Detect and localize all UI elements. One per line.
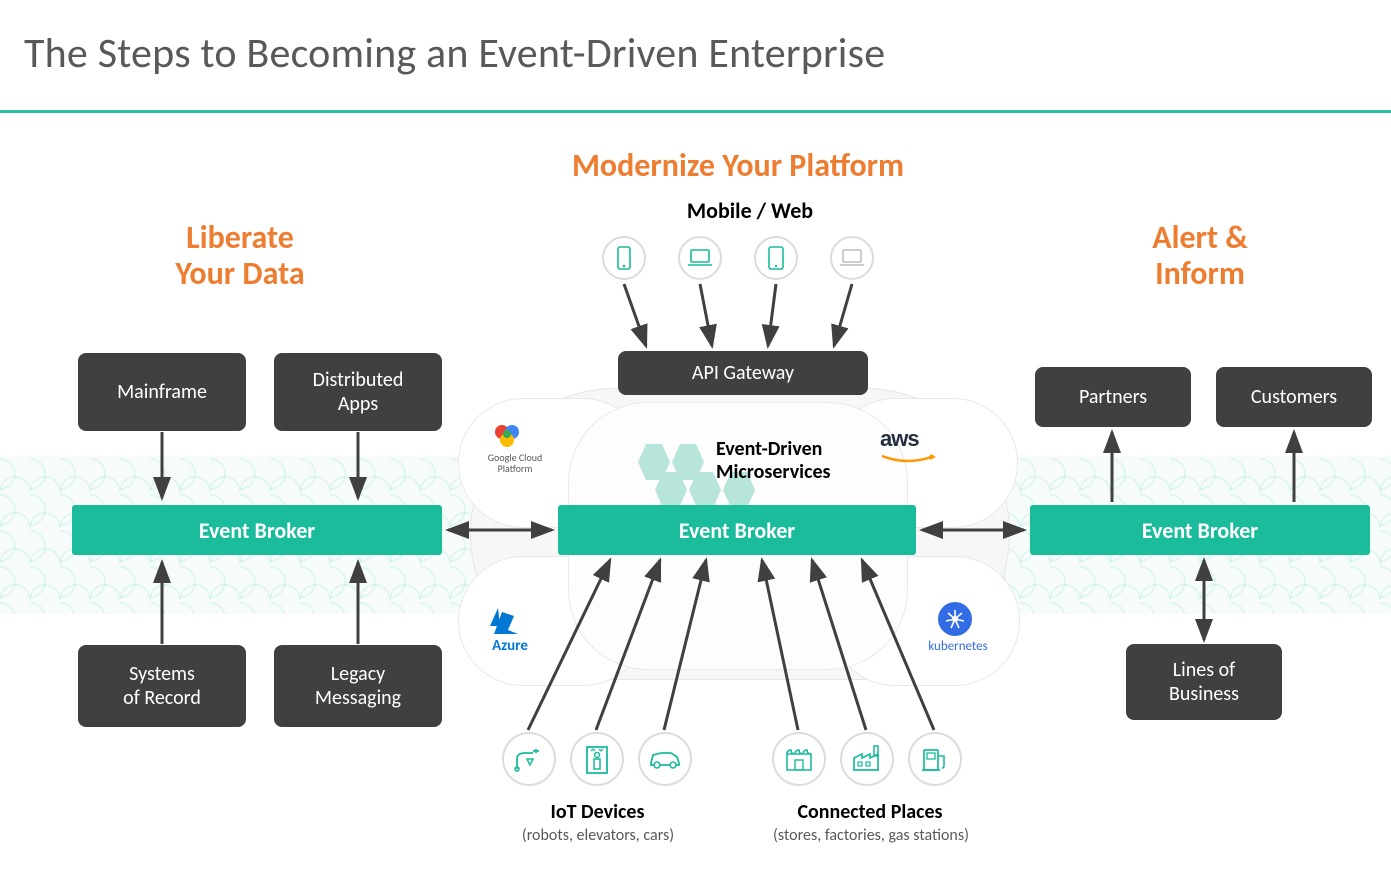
arrows-layer [0, 0, 1391, 879]
